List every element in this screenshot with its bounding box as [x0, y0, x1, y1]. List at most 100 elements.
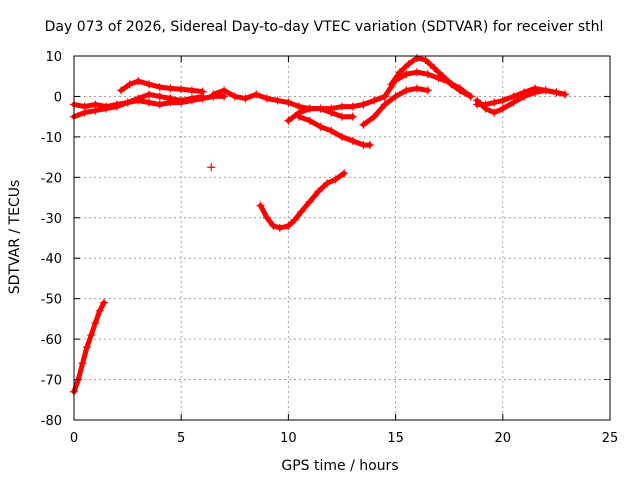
grid-layer: [74, 56, 610, 420]
y-tick-label: -50: [41, 293, 62, 308]
data-point: [305, 104, 314, 113]
y-tick-label: -20: [41, 171, 62, 186]
chart-title: Day 073 of 2026, Sidereal Day-to-day VTE…: [45, 19, 604, 35]
series-evening-peak-b: [380, 68, 475, 101]
series-evening-rise-low: [359, 84, 432, 129]
data-point: [230, 92, 239, 101]
data-point: [314, 187, 323, 196]
data-point: [473, 100, 482, 109]
x-tick-label: 20: [495, 431, 512, 446]
data-point: [391, 92, 400, 101]
plot-frame: [73, 55, 611, 421]
series-line: [71, 300, 107, 395]
data-point: [241, 94, 250, 103]
y-tick-label: -60: [41, 333, 62, 348]
data-point: [155, 92, 164, 101]
data-point: [297, 207, 306, 216]
data-point: [338, 102, 346, 111]
data-point: [305, 197, 314, 206]
y-tick-label: 0: [54, 90, 62, 105]
data-point: [78, 359, 87, 368]
data-point: [275, 223, 284, 232]
data-point: [348, 112, 357, 121]
data-point: [100, 298, 109, 307]
data-point: [284, 221, 293, 230]
data-point: [380, 100, 389, 109]
data-point: [273, 96, 282, 105]
data-point: [423, 86, 432, 95]
data-point: [481, 100, 490, 109]
data-point: [541, 86, 550, 95]
data-point: [316, 122, 325, 131]
data-point: [322, 179, 331, 188]
data-point: [166, 84, 175, 93]
data-point: [284, 98, 293, 107]
data-point: [256, 201, 265, 210]
data-point: [80, 102, 89, 111]
data-point: [530, 84, 539, 93]
data-point: [198, 92, 207, 101]
data-point: [87, 331, 96, 340]
data-point: [430, 64, 439, 73]
data-point: [91, 318, 100, 327]
x-tick-label: 5: [177, 431, 185, 446]
series-isolated-point: [207, 163, 216, 172]
data-point: [370, 112, 379, 121]
series-trough-arc: [256, 169, 349, 232]
data-point: [305, 116, 314, 125]
series-early-afternoon-low: [284, 104, 357, 125]
data-point: [509, 92, 518, 101]
data-point: [498, 104, 507, 113]
data-point: [520, 88, 529, 97]
data-point: [413, 84, 422, 93]
data-point: [327, 126, 336, 135]
data-point: [498, 96, 507, 105]
data-point: [102, 102, 111, 111]
data-point: [220, 86, 229, 95]
data-point: [187, 94, 196, 103]
data-point: [269, 221, 278, 230]
data-point: [252, 90, 261, 99]
data-point: [290, 215, 299, 224]
data-point: [145, 80, 154, 89]
data-point: [155, 83, 164, 92]
y-tick-label: -70: [41, 374, 62, 389]
data-point: [134, 94, 143, 103]
data-point: [560, 90, 569, 99]
data-point: [365, 140, 374, 149]
series-steep-rise-early: [70, 298, 109, 396]
data-point: [166, 94, 175, 103]
data-point: [145, 90, 154, 99]
data-point: [262, 94, 271, 103]
data-point: [177, 85, 186, 94]
data-point: [112, 100, 121, 109]
series-line: [258, 170, 347, 231]
data-point: [359, 120, 368, 129]
data-point: [327, 108, 336, 117]
y-tick-label: -10: [41, 131, 62, 146]
y-tick-label: -80: [41, 414, 62, 429]
data-point: [434, 74, 443, 83]
data-point: [348, 102, 357, 111]
data-point: [402, 70, 411, 79]
data-point: [391, 76, 400, 85]
series-flat-band-b: [70, 90, 207, 111]
y-tick-label: 10: [45, 50, 62, 65]
data-point: [370, 96, 379, 105]
data-point: [552, 88, 561, 97]
data-point: [125, 80, 134, 89]
series-night-band-b: [473, 84, 569, 109]
y-axis-label: SDTVAR / TECUs: [7, 180, 23, 295]
data-point: [95, 306, 104, 315]
data-point: [82, 343, 91, 352]
data-point: [359, 100, 368, 109]
data-point: [395, 68, 404, 77]
data-point: [490, 98, 499, 107]
series-upper-arc-morning: [117, 77, 207, 96]
data-point: [338, 132, 346, 141]
data-point: [155, 100, 164, 109]
data-point: [445, 78, 454, 87]
data-point: [207, 163, 216, 172]
data-point: [348, 136, 357, 145]
data-point: [177, 96, 186, 105]
